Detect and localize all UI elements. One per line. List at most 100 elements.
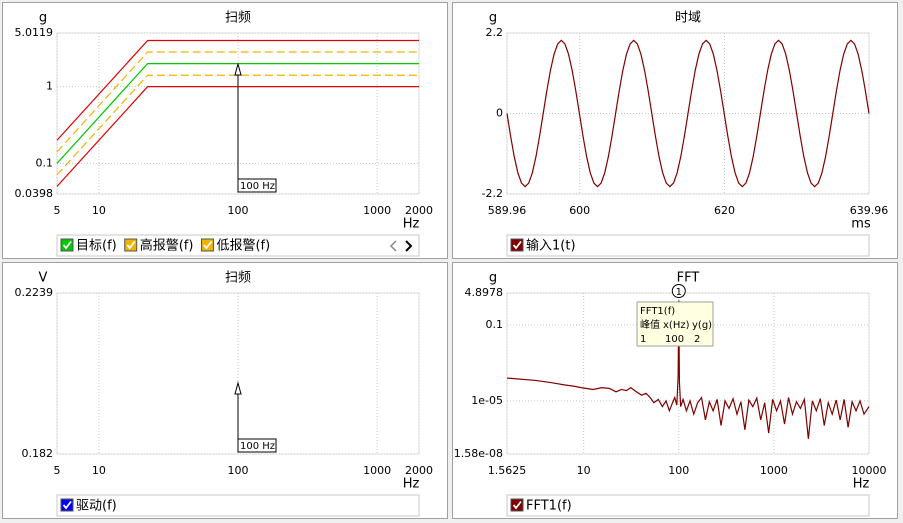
tooltip: [636, 301, 714, 347]
x-tick-label: 100: [668, 464, 689, 477]
legend-box: [506, 494, 870, 517]
y-unit: g: [489, 11, 497, 26]
y-unit: g: [39, 11, 47, 26]
y-tick-label: 5.0119: [15, 26, 54, 39]
y-tick-label: 2.2: [486, 26, 504, 39]
tooltip-value: 1: [640, 334, 646, 345]
tooltip-header: x(Hz): [663, 320, 690, 331]
legend-checkbox[interactable]: [60, 238, 74, 252]
y-tick-label: 0.182: [22, 447, 54, 460]
y-tick-label: 0.2239: [15, 286, 54, 299]
x-tick-label: 10: [92, 464, 106, 477]
x-tick-label: 589.96: [488, 204, 527, 217]
chart-title: 扫频: [225, 271, 251, 286]
series-line: [506, 39, 870, 188]
series-line: [56, 39, 419, 141]
y-unit: V: [39, 271, 48, 286]
panel: FFT g Hz 1.58e-08 1e-05 0.1 4.8978 1.5625 10 100 1…: [452, 262, 898, 519]
tooltip-header: y(g): [692, 320, 712, 331]
legend-check: [203, 240, 213, 250]
legend-check: [62, 500, 72, 510]
x-tick-label: 10000: [852, 464, 887, 477]
chart-title: FFT: [677, 271, 700, 286]
legend-label[interactable]: 输入1(t): [526, 238, 576, 254]
legend-check: [512, 240, 522, 250]
legend-nav: [389, 240, 413, 252]
x-tick-label: 100: [228, 464, 249, 477]
x-tick-label: 600: [569, 204, 590, 217]
panel-frame: [452, 2, 898, 259]
chart-title: 时域: [675, 11, 701, 26]
marker-label: 100 Hz: [240, 441, 275, 452]
marker-label-box: [237, 178, 277, 193]
legend-prev[interactable]: [389, 240, 397, 252]
y-tick-label: 0.1: [36, 156, 54, 169]
tooltip-value: 2: [694, 334, 700, 345]
marker-arrow: [234, 381, 242, 395]
y-tick-label: 0: [496, 107, 503, 120]
x-unit: Hz: [403, 477, 420, 492]
legend-check: [62, 240, 72, 250]
peak-marker-label: 1: [676, 287, 682, 298]
y-tick-label: 1: [46, 80, 53, 93]
legend-checkbox[interactable]: [200, 238, 214, 252]
legend-label[interactable]: 低报警(f): [216, 238, 270, 254]
legend-label[interactable]: 高报警(f): [140, 238, 194, 254]
legend-check: [512, 500, 522, 510]
marker-arrow: [234, 62, 242, 76]
tooltip-title: FFT1(f): [640, 306, 675, 317]
x-tick-label: 10: [92, 204, 106, 217]
y-unit: g: [489, 271, 497, 286]
panel: 时域 g ms -2.2 0 2.2 589.96 600 620 639.96 输入1(t): [452, 2, 898, 259]
x-tick-label: 1000: [760, 464, 788, 477]
tooltip-header: 峰值: [640, 318, 660, 331]
x-unit: Hz: [403, 217, 420, 232]
x-tick-label: 2000: [405, 464, 433, 477]
series-line: [56, 51, 419, 153]
y-tick-label: -2.2: [482, 187, 503, 200]
legend-checkbox[interactable]: [60, 498, 74, 512]
legend-box: [56, 234, 420, 257]
series-line: [506, 300, 870, 439]
x-tick-label: 1000: [363, 204, 391, 217]
panel: 扫频 V Hz 0.182 0.2239 5 10 100 1000 2000 100 Hz 驱动(f…: [2, 262, 448, 519]
marker-label-box: [237, 438, 277, 453]
x-tick-label: 10: [577, 464, 591, 477]
x-unit: ms: [851, 217, 871, 232]
legend-next[interactable]: [405, 240, 413, 252]
y-tick-label: 0.0398: [15, 187, 54, 200]
series-line: [56, 74, 419, 176]
tooltip-value: 100: [665, 334, 684, 345]
panel-frame: [2, 262, 448, 519]
legend-checkbox[interactable]: [510, 498, 524, 512]
legend-checkbox[interactable]: [124, 238, 138, 252]
legend-box: [56, 494, 420, 517]
y-tick-label: 1e-05: [471, 394, 503, 407]
legend-label[interactable]: 目标(f): [76, 239, 117, 254]
x-tick-label: 1.5625: [488, 464, 527, 477]
x-tick-label: 5: [54, 204, 61, 217]
x-tick-label: 100: [228, 204, 249, 217]
x-tick-label: 5: [54, 464, 61, 477]
legend-box: [506, 234, 870, 257]
x-tick-label: 620: [714, 204, 735, 217]
y-tick-label: 0.1: [486, 318, 504, 331]
legend-check: [126, 240, 136, 250]
chart-title: 扫频: [225, 11, 251, 26]
series-line: [56, 62, 419, 164]
marker-label: 100 Hz: [240, 181, 275, 192]
panel-frame: [452, 262, 898, 519]
peak-marker: [671, 284, 686, 298]
legend-checkbox[interactable]: [510, 238, 524, 252]
series-line: [56, 86, 419, 187]
panel: 扫频 g Hz 0.0398 0.1 1 5.0119 5 10 100 1000 2000 100 H…: [2, 2, 448, 259]
x-tick-label: 1000: [363, 464, 391, 477]
x-unit: Hz: [853, 477, 870, 492]
legend-label[interactable]: FFT1(f): [526, 499, 572, 514]
x-tick-label: 2000: [405, 204, 433, 217]
y-tick-label: 1.58e-08: [454, 447, 503, 460]
legend-label[interactable]: 驱动(f): [76, 499, 117, 514]
